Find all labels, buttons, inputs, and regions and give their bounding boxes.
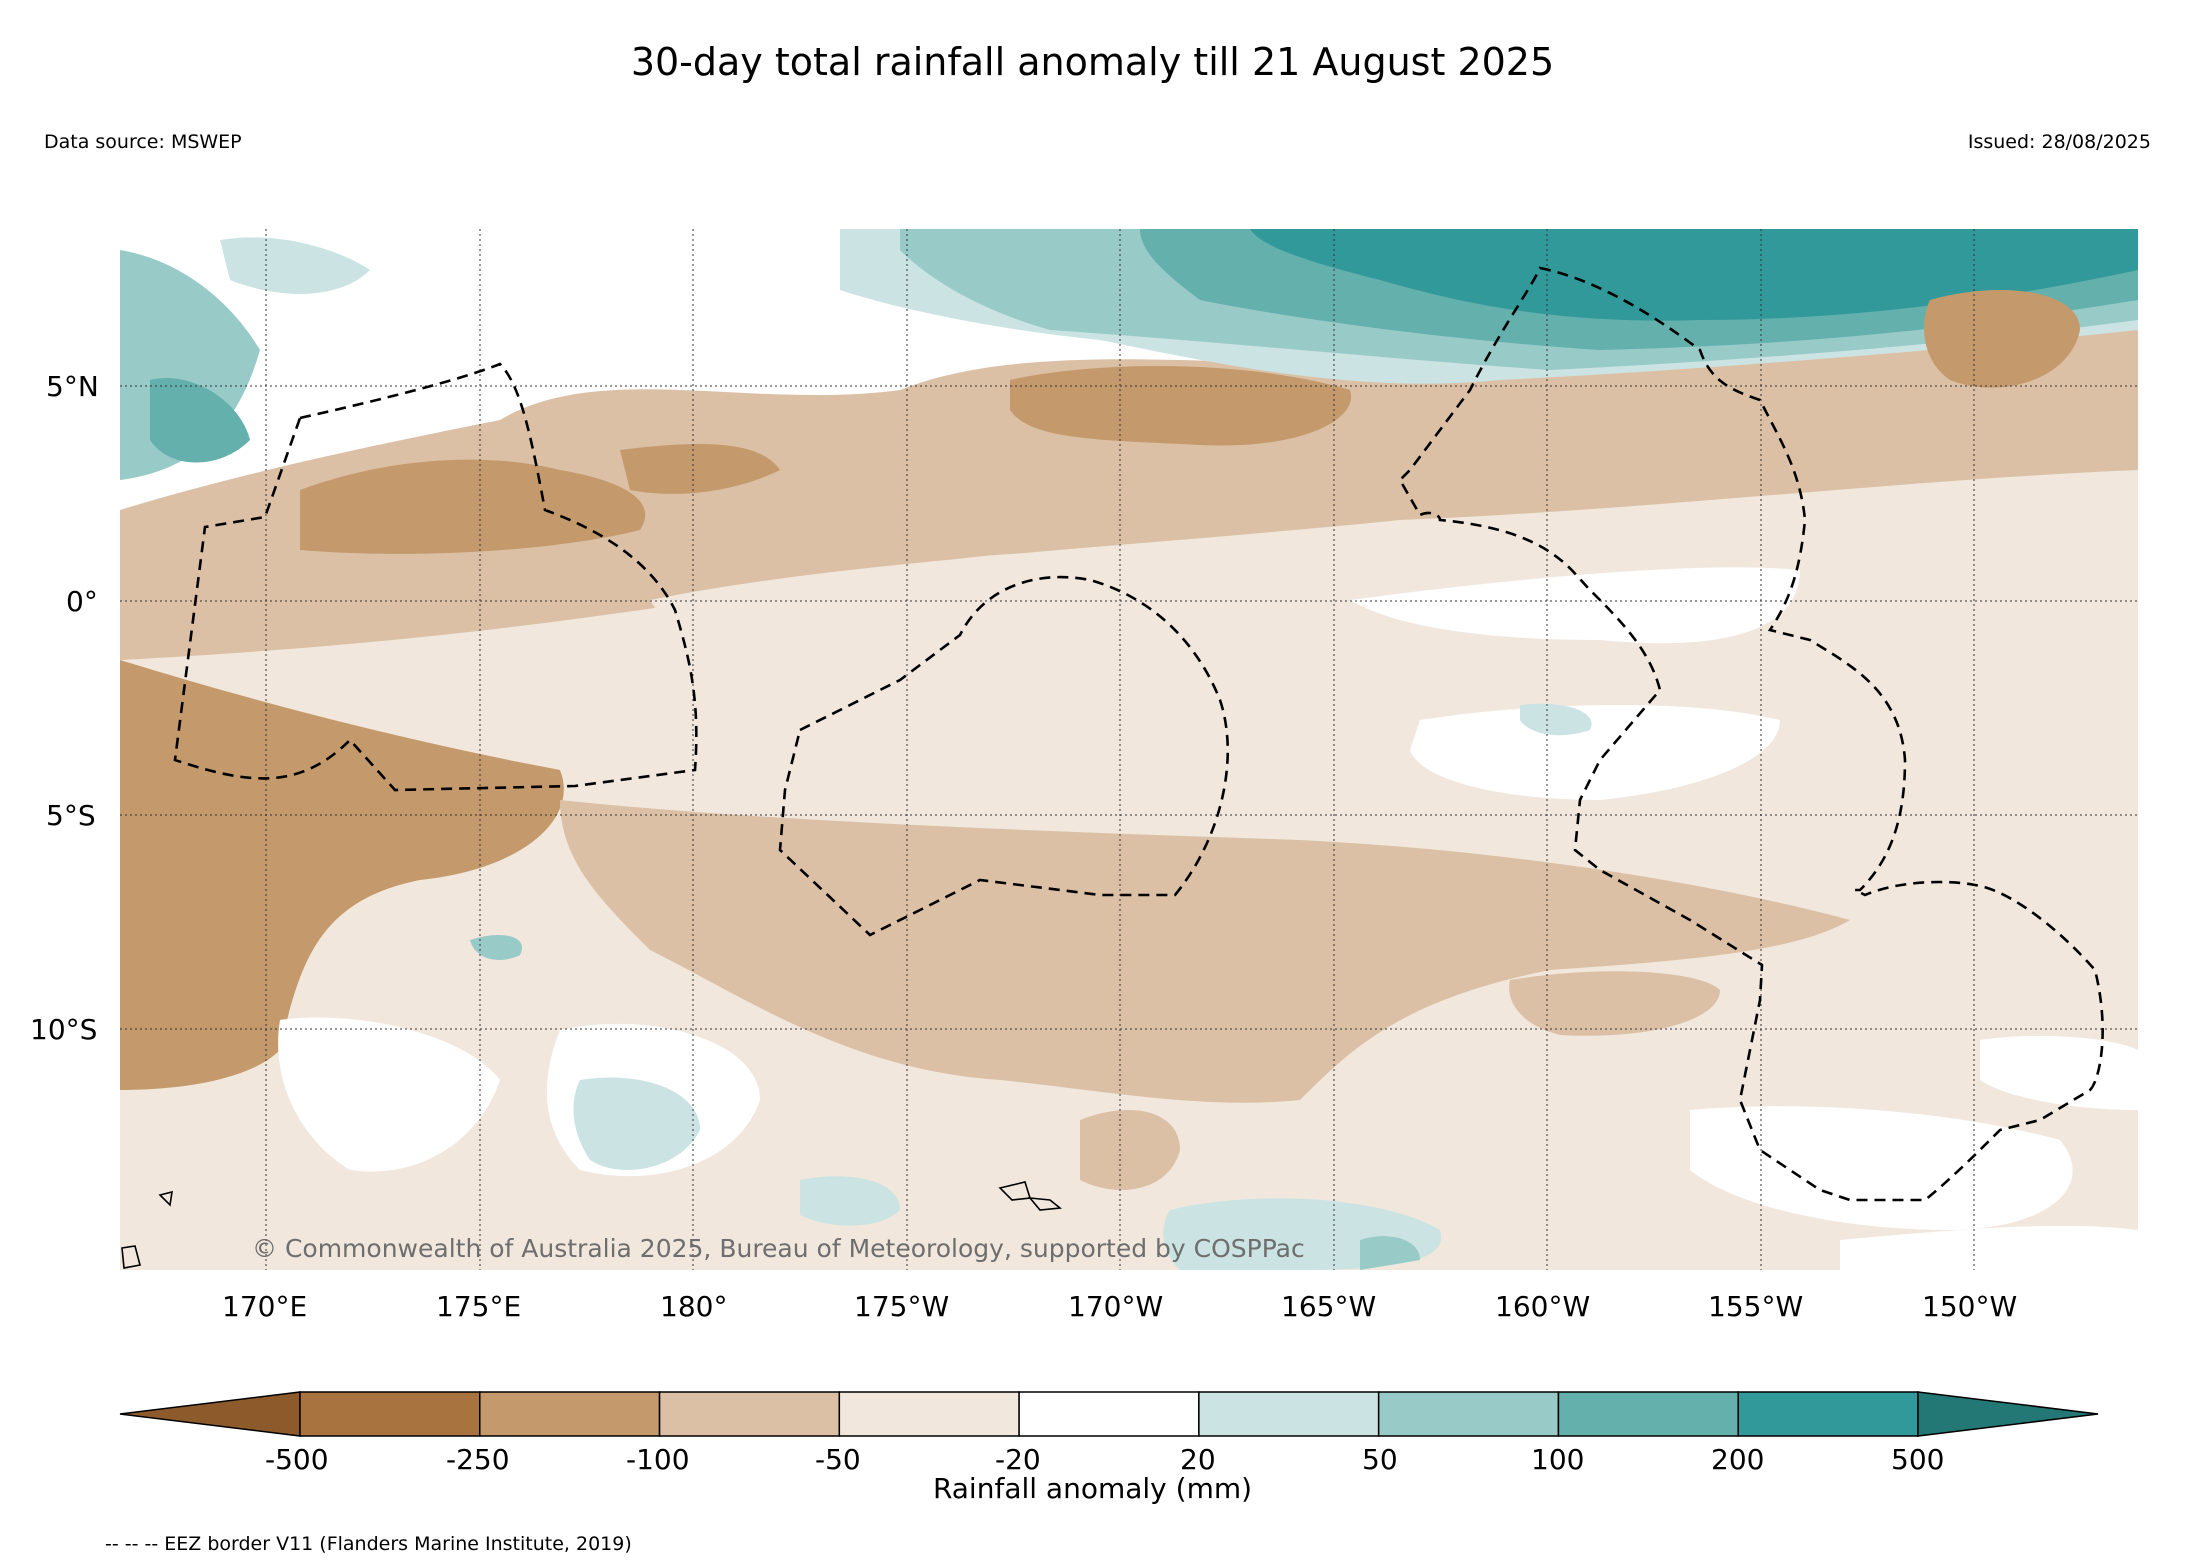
colorbar-label: Rainfall anomaly (mm) <box>932 1472 1253 1505</box>
issued-date-label: Issued: 28/08/2025 <box>1967 131 2151 153</box>
lat-label: 5°S <box>46 799 96 832</box>
map-title: 30-day total rainfall anomaly till 21 Au… <box>630 40 1555 84</box>
lat-label: 10°S <box>30 1013 98 1046</box>
lon-label: 165°W <box>1281 1290 1377 1323</box>
colorbar-tick: -20 <box>995 1443 1041 1476</box>
colorbar-tick: -500 <box>265 1443 329 1476</box>
eez-borders <box>173 266 2104 1202</box>
lon-label: 160°W <box>1495 1290 1591 1323</box>
copyright-credit: © Commonwealth of Australia 2025, Bureau… <box>252 1234 1305 1263</box>
lon-label: 170°E <box>222 1290 308 1323</box>
colorbar-tick: 100 <box>1531 1443 1585 1476</box>
lon-label: 175°W <box>854 1290 950 1323</box>
lon-label: 175°E <box>436 1290 522 1323</box>
lat-label: 5°N <box>46 370 99 403</box>
lon-label: 180° <box>660 1290 728 1323</box>
lat-label: 0° <box>66 585 98 618</box>
colorbar-tick: 20 <box>1180 1443 1216 1476</box>
colorbar-tick: 200 <box>1711 1443 1765 1476</box>
anomaly-field <box>120 229 2138 1270</box>
colorbar-tick: -250 <box>446 1443 510 1476</box>
lon-label: 155°W <box>1708 1290 1804 1323</box>
colorbar-tick: -100 <box>626 1443 690 1476</box>
colorbar-tick: -50 <box>815 1443 861 1476</box>
colorbar-tick: 50 <box>1362 1443 1398 1476</box>
graticule <box>120 229 2138 1270</box>
data-source-label: Data source: MSWEP <box>44 131 242 153</box>
lon-label: 170°W <box>1068 1290 1164 1323</box>
colorbar-tick: 500 <box>1891 1443 1945 1476</box>
islands <box>121 1181 1063 1269</box>
eez-legend-note: -- -- -- EEZ border V11 (Flanders Marine… <box>105 1533 632 1555</box>
lon-label: 150°W <box>1922 1290 2018 1323</box>
